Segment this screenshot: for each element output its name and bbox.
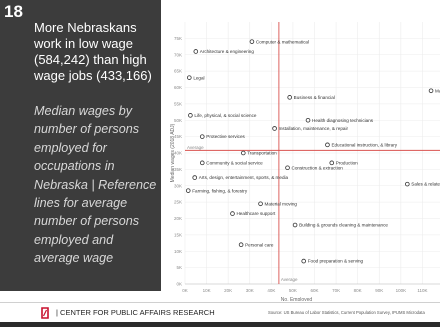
data-point-label: Management [435, 88, 440, 93]
y-tick-label: 10K [174, 249, 182, 254]
data-point-label: Transportation [247, 151, 277, 156]
data-point [325, 142, 330, 148]
data-point [292, 222, 298, 228]
data-point [249, 39, 255, 44]
data-point-label: Legal [193, 75, 204, 80]
y-tick-label: 45K [174, 134, 182, 139]
y-tick-label: 0K [176, 282, 182, 287]
data-point [287, 95, 292, 100]
x-axis-label: No. Employed [281, 297, 313, 301]
data-point [428, 88, 434, 94]
y-tick-label: 15K [174, 232, 182, 237]
chart-caption: Median wages by number of persons employ… [34, 104, 157, 266]
x-tick-label: 40K [267, 288, 275, 293]
text-panel: 18 More Nebraskans work in low wage (584… [0, 0, 161, 291]
data-point-label: Business & financial [294, 95, 335, 100]
headline: More Nebraskans work in low wage (584,24… [34, 20, 152, 83]
data-point-label: Production [336, 160, 358, 165]
data-point-label: Life, physical, & social science [194, 113, 256, 118]
data-point-label: Community & social service [206, 160, 263, 165]
data-point [192, 175, 198, 180]
data-point-label: Personal care [245, 242, 274, 247]
data-point-label: Healthcare support [236, 211, 276, 216]
data-point-label: Sales & related [411, 182, 440, 187]
y-tick-label: 50K [174, 118, 182, 123]
data-point [329, 160, 335, 166]
data-point-label: Educational instruction, & library [331, 142, 397, 147]
data-point [258, 201, 263, 207]
x-tick-label: 30K [246, 288, 254, 293]
data-point-label: Computer & mathematical [256, 39, 309, 44]
x-tick-label: 110K [417, 288, 427, 293]
y-tick-label: 20K [174, 216, 182, 221]
data-point [301, 258, 307, 264]
x-tick-label: 10K [203, 288, 211, 293]
data-point [240, 150, 246, 156]
data-point [193, 49, 199, 54]
y-tick-label: 55K [174, 101, 182, 106]
x-tick-label: 70K [332, 288, 340, 293]
data-point [199, 160, 205, 166]
plot-area: 0K 5K 10K 15K 20K 25K 30K 35K 40K 45K 50K 55K 60K 65K… [170, 22, 440, 301]
footer-organization: | CENTER FOR PUBLIC AFFAIRS RESEARCH [56, 308, 215, 317]
y-tick-label: 40K [174, 151, 182, 156]
y-tick-label: 65K [174, 69, 182, 74]
data-point-label: Installation, maintenance, & repair [279, 126, 349, 131]
footer-divider [0, 302, 440, 303]
x-tick-label: 80K [354, 288, 362, 293]
data-point [185, 188, 191, 193]
data-point [405, 181, 410, 187]
data-point [188, 113, 193, 118]
y-tick-label: 25K [174, 200, 182, 205]
x-tick-label: 100K [396, 288, 407, 293]
data-point [272, 126, 277, 131]
x-tick-label: 20K [224, 288, 232, 293]
y-tick-label: 35K [174, 167, 182, 172]
data-point [230, 211, 235, 216]
data-point-label: Architecture & engineering [200, 49, 255, 54]
data-point-label: Material moving [265, 201, 298, 206]
y-tick-label: 75K [174, 36, 182, 41]
data-point-label: Food preparation & serving [308, 259, 364, 264]
y-axis-label: Median wages (2018 ADJ) [170, 123, 176, 182]
data-point [187, 75, 192, 80]
cpar-logo-icon [41, 307, 49, 319]
x-tick-label: 90K [375, 288, 383, 293]
reference-label-employed: Average [281, 277, 298, 282]
y-tick-label: 70K [174, 52, 182, 57]
scatter-chart: 0K 5K 10K 15K 20K 25K 30K 35K 40K 45K 50K 55K 60K 65K… [170, 22, 440, 301]
slide-number: 18 [4, 2, 23, 21]
data-point-label: Building & grounds cleaning & maintenanc… [299, 223, 388, 228]
footer-source: Source: US Bureau of Labor Statistics, C… [268, 310, 425, 315]
data-point-label: Construction & extraction [292, 165, 344, 170]
data-point-label: Health diagnosing technicians [312, 118, 374, 123]
data-point-label: Protective services [206, 134, 245, 139]
data-point-label: Farming, fishing, & forestry [192, 188, 248, 193]
y-tick-label: 60K [174, 85, 182, 90]
y-tick-label: 5K [176, 265, 182, 270]
x-tick-label: 0K [182, 288, 188, 293]
x-tick-label: 50K [289, 288, 297, 293]
data-point [285, 165, 290, 171]
data-point [305, 117, 311, 123]
y-tick-label: 30K [174, 183, 182, 188]
data-point-label: Arts, design, entertainment, sports, & m… [199, 175, 289, 180]
reference-label-wage: Average [187, 145, 204, 150]
data-point [199, 134, 205, 139]
bottom-bar [0, 322, 440, 327]
x-tick-label: 60K [310, 288, 318, 293]
data-point [238, 242, 244, 248]
